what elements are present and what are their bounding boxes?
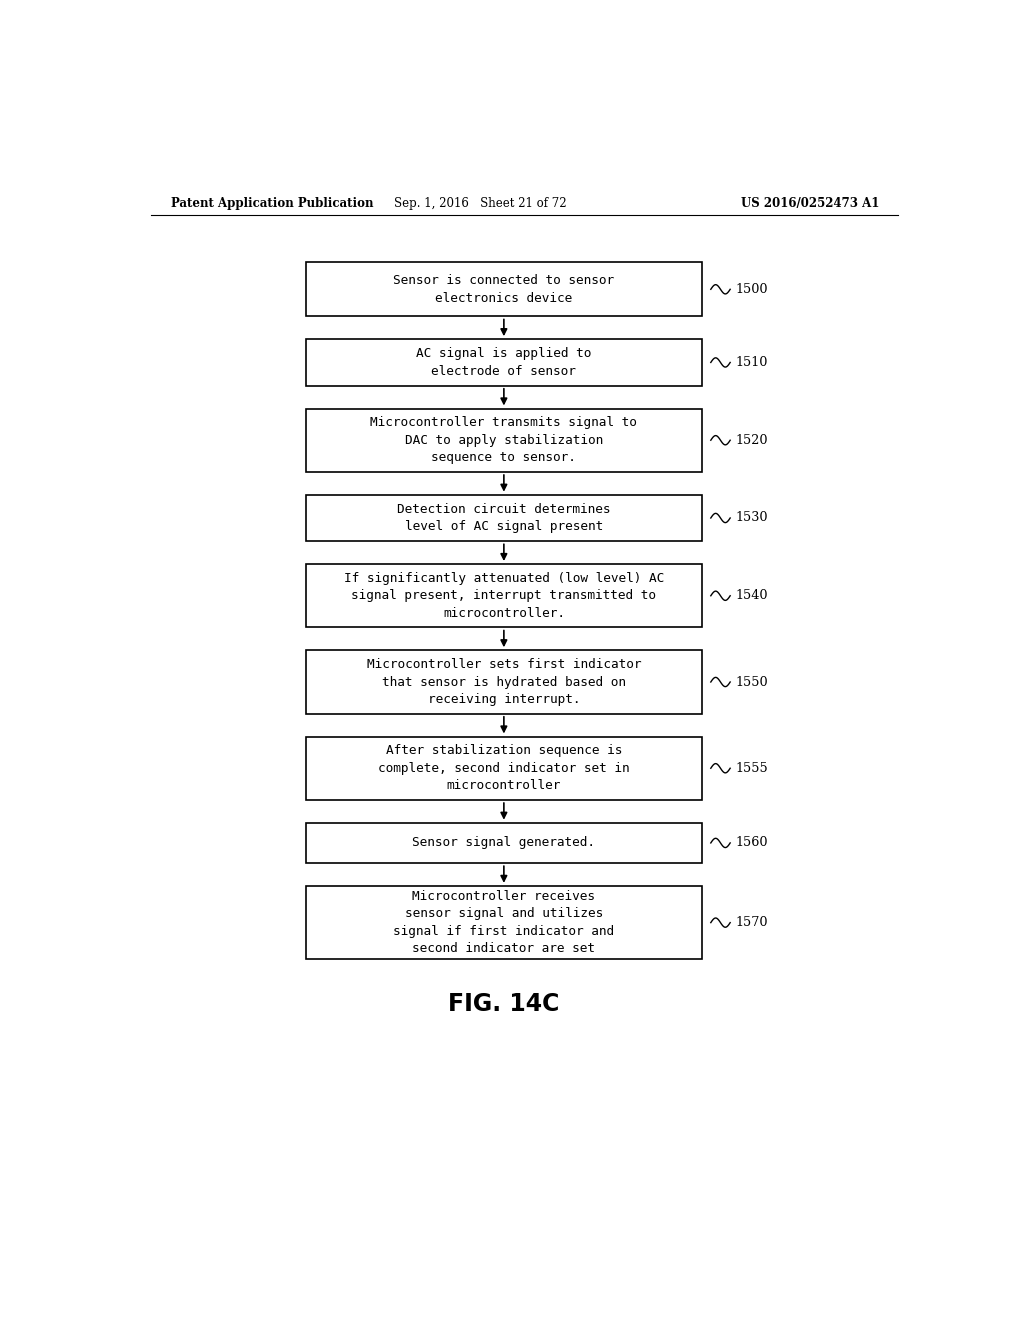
Bar [306, 651, 701, 714]
Text: Microcontroller receives
sensor signal and utilizes
signal if first indicator an: Microcontroller receives sensor signal a… [393, 890, 614, 956]
Text: 1500: 1500 [735, 282, 768, 296]
Bar [306, 737, 701, 800]
Text: 1520: 1520 [735, 434, 768, 446]
Text: Sep. 1, 2016   Sheet 21 of 72: Sep. 1, 2016 Sheet 21 of 72 [394, 197, 567, 210]
Text: After stabilization sequence is
complete, second indicator set in
microcontrolle: After stabilization sequence is complete… [378, 744, 630, 792]
Text: US 2016/0252473 A1: US 2016/0252473 A1 [741, 197, 880, 210]
Text: AC signal is applied to
electrode of sensor: AC signal is applied to electrode of sen… [416, 347, 592, 378]
Text: 1570: 1570 [735, 916, 768, 929]
Text: Microcontroller sets first indicator
that sensor is hydrated based on
receiving : Microcontroller sets first indicator tha… [367, 657, 641, 706]
Text: 1530: 1530 [735, 511, 768, 524]
Text: 1550: 1550 [735, 676, 768, 689]
Text: Detection circuit determines
level of AC signal present: Detection circuit determines level of AC… [397, 503, 610, 533]
Bar [306, 263, 701, 317]
Text: If significantly attenuated (low level) AC
signal present, interrupt transmitted: If significantly attenuated (low level) … [344, 572, 664, 620]
Text: Microcontroller transmits signal to
DAC to apply stabilization
sequence to senso: Microcontroller transmits signal to DAC … [371, 416, 637, 465]
Text: Sensor signal generated.: Sensor signal generated. [413, 837, 595, 850]
Bar [306, 409, 701, 471]
Bar [306, 886, 701, 960]
Text: Patent Application Publication: Patent Application Publication [171, 197, 373, 210]
Text: 1510: 1510 [735, 356, 768, 370]
Text: Sensor is connected to sensor
electronics device: Sensor is connected to sensor electronic… [393, 275, 614, 305]
Text: 1560: 1560 [735, 837, 768, 850]
Bar [306, 564, 701, 627]
Text: 1540: 1540 [735, 589, 768, 602]
Text: FIG. 14C: FIG. 14C [449, 991, 559, 1016]
Bar [306, 339, 701, 385]
Bar [306, 822, 701, 863]
Bar [306, 495, 701, 541]
Text: 1555: 1555 [735, 762, 768, 775]
